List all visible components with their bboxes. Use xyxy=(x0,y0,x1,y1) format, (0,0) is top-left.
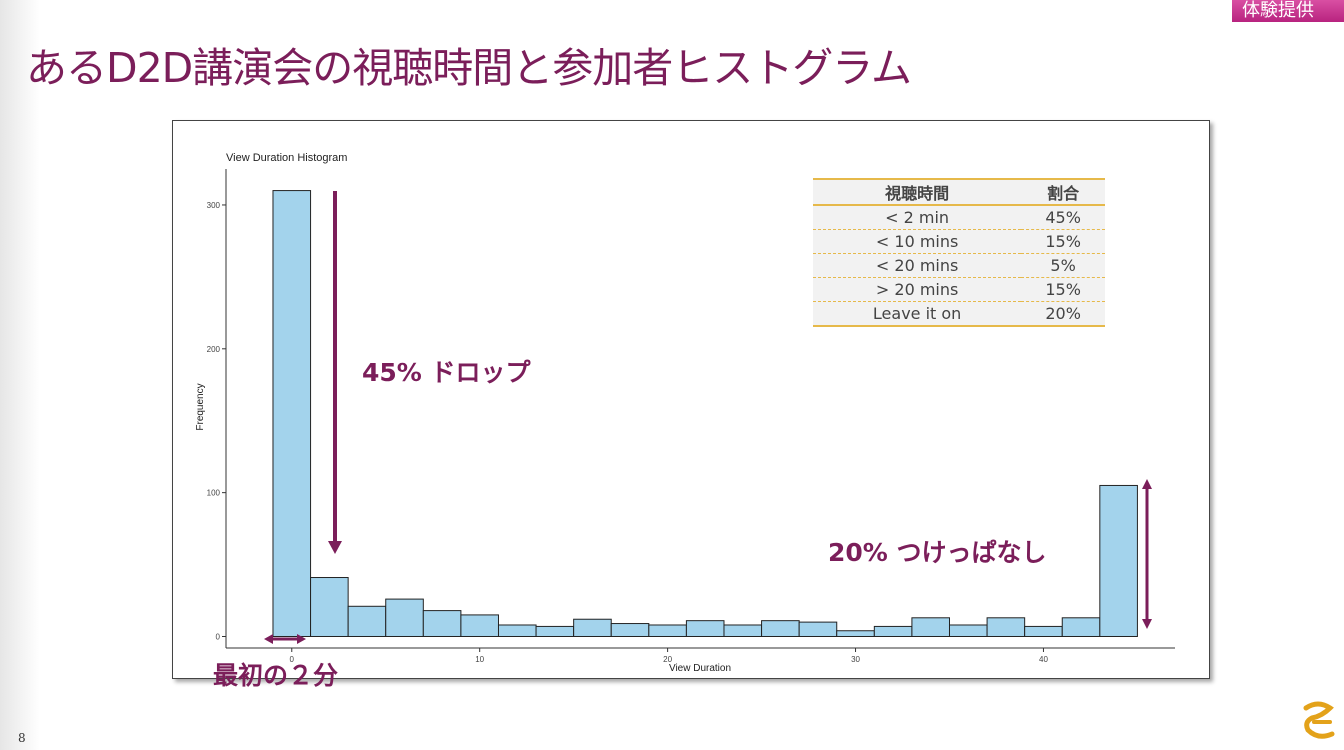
histogram-bar xyxy=(610,623,650,637)
row-duration: < 20 mins xyxy=(813,253,1022,278)
share-table-header: 視聴時間 割合 xyxy=(813,178,1105,206)
row-share: 15% xyxy=(1021,229,1105,254)
histogram-bar xyxy=(911,617,950,637)
x-tick-label: 20 xyxy=(663,655,672,664)
histogram-bar xyxy=(836,630,875,637)
histogram-bar xyxy=(798,621,838,637)
histogram-bar xyxy=(310,577,349,637)
header-share: 割合 xyxy=(1021,178,1105,206)
header-duration: 視聴時間 xyxy=(813,178,1022,206)
row-duration: < 10 mins xyxy=(813,229,1022,254)
y-tick-label: 100 xyxy=(207,489,221,498)
histogram-bar xyxy=(460,614,499,637)
histogram-bar xyxy=(648,624,687,637)
y-tick-label: 0 xyxy=(216,632,221,641)
histogram-bar xyxy=(385,598,424,637)
x-axis-label: View Duration xyxy=(669,663,731,674)
y-tick-label: 200 xyxy=(207,345,221,354)
row-share: 45% xyxy=(1021,205,1105,230)
page-number: 8 xyxy=(18,731,26,745)
row-duration: > 20 mins xyxy=(813,277,1022,302)
histogram-bar xyxy=(347,605,387,637)
table-row: Leave it on 20% xyxy=(813,301,1105,327)
histogram-chart: View Duration Histogram 0 100 200 300 0 10 20… xyxy=(195,152,1175,674)
drop-annotation: 45% ドロップ xyxy=(362,358,531,387)
drop-arrow xyxy=(328,191,342,554)
histogram-bar xyxy=(1099,484,1138,637)
histogram-bars xyxy=(272,190,1138,637)
leave-on-arrow xyxy=(1142,479,1152,629)
corner-tag: 体験提供 xyxy=(1232,0,1344,22)
histogram-bar xyxy=(685,620,725,637)
share-table: 視聴時間 割合 < 2 min 45% < 10 mins 15% < 20 m… xyxy=(813,178,1105,327)
histogram-bar xyxy=(1061,617,1101,637)
x-axis-ticks: 0 10 20 30 40 xyxy=(290,648,1048,664)
y-axis-ticks: 0 100 200 300 xyxy=(207,201,226,641)
histogram-bar xyxy=(1024,625,1063,637)
x-tick-label: 40 xyxy=(1039,655,1048,664)
leave-on-annotation: 20% つけっぱなし xyxy=(828,538,1047,567)
histogram-bar xyxy=(986,617,1026,637)
first-two-min-arrow xyxy=(264,634,306,644)
y-axis-label: Frequency xyxy=(195,383,206,430)
histogram-bar xyxy=(272,190,312,637)
histogram-bar xyxy=(422,610,462,637)
row-share: 5% xyxy=(1021,253,1105,278)
table-row: < 20 mins 5% xyxy=(813,253,1105,278)
x-tick-label: 0 xyxy=(290,655,295,664)
left-edge-shade xyxy=(0,0,40,750)
y-tick-label: 300 xyxy=(207,201,221,210)
table-row: > 20 mins 15% xyxy=(813,277,1105,302)
row-duration: Leave it on xyxy=(813,301,1022,327)
table-row: < 2 min 45% xyxy=(813,205,1105,230)
histogram-bar xyxy=(761,620,800,637)
row-duration: < 2 min xyxy=(813,205,1022,230)
x-tick-label: 30 xyxy=(851,655,860,664)
table-row: < 10 mins 15% xyxy=(813,229,1105,254)
slide-title: あるD2D講演会の視聴時間と参加者ヒストグラム xyxy=(26,44,912,92)
histogram-bar xyxy=(948,624,988,637)
histogram-bar xyxy=(573,618,612,637)
histogram-bar xyxy=(535,625,575,637)
histogram-bar xyxy=(873,625,913,637)
x-tick-label: 10 xyxy=(475,655,484,664)
first-two-min-annotation: 最初の２分 xyxy=(213,661,339,690)
histogram-bar xyxy=(497,624,537,637)
histogram-bar xyxy=(723,624,763,637)
company-logo-icon xyxy=(1303,701,1335,739)
row-share: 15% xyxy=(1021,277,1105,302)
chart-title: View Duration Histogram xyxy=(226,152,347,164)
row-share: 20% xyxy=(1021,301,1105,327)
